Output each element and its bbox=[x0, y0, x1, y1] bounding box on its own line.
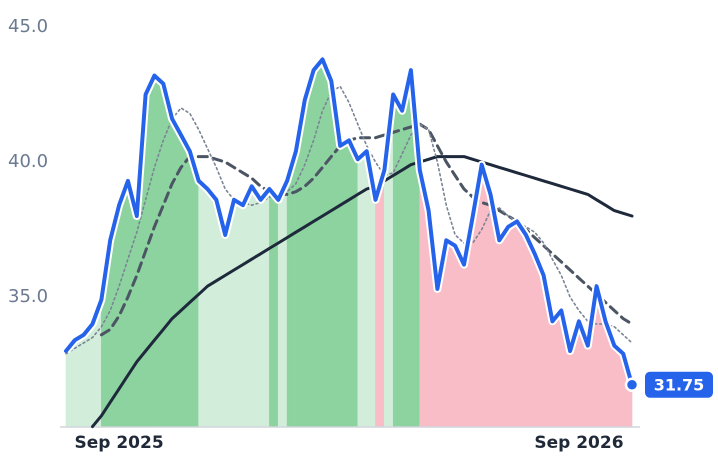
zone bbox=[552, 309, 562, 427]
zone bbox=[445, 239, 456, 427]
y-tick-label: 40.0 bbox=[8, 151, 48, 172]
zone bbox=[339, 139, 350, 427]
zone bbox=[74, 334, 84, 427]
zone bbox=[277, 180, 288, 427]
zone bbox=[322, 59, 332, 427]
zone bbox=[207, 188, 217, 427]
zone bbox=[375, 170, 385, 427]
zone bbox=[313, 58, 323, 427]
zone bbox=[189, 151, 199, 427]
zone bbox=[198, 180, 208, 427]
zone bbox=[242, 186, 253, 427]
last-point bbox=[624, 377, 640, 392]
zone bbox=[269, 188, 279, 427]
price-line bbox=[64, 57, 634, 387]
moving-average bbox=[91, 155, 634, 429]
last-value-badge bbox=[645, 371, 713, 398]
zone bbox=[348, 140, 359, 427]
zone bbox=[251, 185, 261, 427]
zone bbox=[516, 220, 527, 427]
zone bbox=[260, 188, 270, 427]
zone bbox=[171, 118, 182, 427]
zone bbox=[304, 70, 314, 427]
zone bbox=[499, 225, 509, 427]
y-tick-label: 35.0 bbox=[8, 286, 48, 307]
moving-average bbox=[65, 85, 633, 355]
zone bbox=[180, 134, 191, 427]
zone bbox=[507, 220, 518, 427]
zone bbox=[154, 74, 164, 427]
zone bbox=[454, 245, 465, 427]
zone bbox=[392, 94, 403, 427]
y-tick-label: 45.0 bbox=[8, 16, 48, 37]
x-tick-label: Sep 2025 bbox=[74, 433, 163, 453]
x-tick-label: Sep 2026 bbox=[534, 433, 623, 453]
last-value-label: 31.75 bbox=[654, 375, 705, 394]
zone bbox=[401, 70, 412, 427]
zone bbox=[525, 234, 536, 427]
zones bbox=[65, 58, 633, 427]
zone bbox=[233, 199, 244, 427]
